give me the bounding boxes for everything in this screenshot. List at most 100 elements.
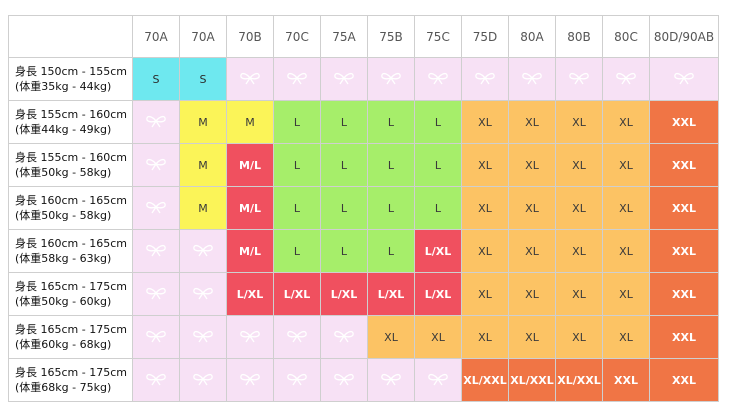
empty-size-cell	[273, 315, 321, 359]
size-cell: XL	[602, 229, 650, 273]
bow-icon	[145, 200, 167, 214]
empty-size-cell	[132, 358, 180, 402]
row-label-weight: (体重44kg - 49kg)	[15, 123, 112, 136]
size-label: XXL	[672, 373, 696, 387]
table-row: 身長 165cm - 175cm (体重60kg - 68kg) XL XL XL XL X…	[8, 315, 719, 359]
size-label: XXL	[672, 201, 696, 215]
bow-icon	[239, 71, 261, 85]
size-cell: XL/XXL	[461, 358, 509, 402]
empty-size-cell	[367, 57, 415, 101]
row-label-height: 身長 155cm - 160cm	[15, 108, 127, 121]
size-cell: M/L	[226, 186, 274, 230]
size-label: M/L	[239, 158, 261, 172]
size-cell: XL	[461, 229, 509, 273]
size-label: XL	[572, 158, 586, 172]
size-cell: XL	[508, 272, 556, 316]
bow-icon	[145, 286, 167, 300]
size-label: L	[434, 158, 442, 172]
size-cell: XXL	[649, 143, 719, 187]
size-cell: L/XL	[414, 229, 462, 273]
size-label: S	[199, 72, 207, 86]
size-label: XL	[619, 287, 633, 301]
size-label: L/XL	[424, 244, 452, 258]
row-label-height: 身長 160cm - 165cm	[15, 237, 127, 250]
table-row: 身長 155cm - 160cm (体重50kg - 58kg) M M/L L L L L X…	[8, 143, 719, 187]
bow-icon	[286, 372, 308, 386]
size-cell: XL	[508, 143, 556, 187]
corner-cell	[8, 15, 133, 58]
size-label: L	[340, 115, 348, 129]
size-label: XL	[525, 201, 539, 215]
size-label: XL	[572, 115, 586, 129]
size-cell: M/L	[226, 143, 274, 187]
size-label: L	[387, 201, 395, 215]
size-label: XL	[525, 158, 539, 172]
size-label: L	[434, 115, 442, 129]
column-header: 80B	[555, 15, 603, 58]
row-label-weight: (体重60kg - 68kg)	[15, 338, 112, 351]
table-row: 身長 165cm - 175cm (体重50kg - 60kg) L/XL L/XL L…	[8, 272, 719, 316]
size-cell: L	[273, 143, 321, 187]
row-label-height: 身長 165cm - 175cm	[15, 323, 127, 336]
size-cell: L/XL	[414, 272, 462, 316]
empty-size-cell	[555, 57, 603, 101]
size-chart-table: 70A 70A 70B 70C 75A 75B 75C 75D 80A 80B 80C 80D/90A…	[8, 15, 719, 402]
size-label: XL	[478, 201, 492, 215]
size-cell: XL	[602, 272, 650, 316]
column-header: 70C	[273, 15, 321, 58]
size-cell: XL	[555, 272, 603, 316]
size-cell: M	[179, 100, 227, 144]
size-cell: S	[132, 57, 180, 101]
size-label: M	[245, 115, 255, 129]
column-header: 80C	[602, 15, 650, 58]
empty-size-cell	[132, 229, 180, 273]
empty-size-cell	[367, 358, 415, 402]
row-label: 身長 165cm - 175cm (体重60kg - 68kg)	[8, 315, 133, 359]
size-label: M/L	[239, 201, 261, 215]
size-cell: XL/XXL	[555, 358, 603, 402]
bow-icon	[474, 71, 496, 85]
empty-size-cell	[179, 358, 227, 402]
row-label: 身長 160cm - 165cm (体重58kg - 63kg)	[8, 229, 133, 273]
size-label: S	[152, 72, 160, 86]
column-header: 75C	[414, 15, 462, 58]
row-label-height: 身長 165cm - 175cm	[15, 366, 127, 379]
size-cell: XL	[461, 315, 509, 359]
size-cell: XL	[555, 100, 603, 144]
row-label-weight: (体重50kg - 58kg)	[15, 166, 112, 179]
size-cell: L/XL	[320, 272, 368, 316]
size-label: XL	[478, 158, 492, 172]
empty-size-cell	[226, 315, 274, 359]
size-label: L	[387, 158, 395, 172]
size-cell: XL	[602, 143, 650, 187]
size-label: L/XL	[377, 287, 405, 301]
size-cell: XXL	[649, 358, 719, 402]
row-label-height: 身長 150cm - 155cm	[15, 65, 127, 78]
size-label: L/XL	[330, 287, 358, 301]
size-label: XXL	[672, 158, 696, 172]
bow-icon	[286, 71, 308, 85]
size-label: L/XL	[283, 287, 311, 301]
size-cell: L	[320, 186, 368, 230]
size-label: XL	[525, 330, 539, 344]
size-label: L	[340, 244, 348, 258]
size-label: XL	[619, 330, 633, 344]
empty-size-cell	[320, 358, 368, 402]
size-label: L	[387, 244, 395, 258]
size-cell: L	[273, 100, 321, 144]
size-cell: XL	[555, 315, 603, 359]
bow-icon	[427, 71, 449, 85]
size-label: XL/XXL	[510, 373, 554, 387]
size-label: XL	[525, 287, 539, 301]
empty-size-cell	[226, 358, 274, 402]
bow-icon	[673, 71, 695, 85]
size-cell: S	[179, 57, 227, 101]
size-cell: XL	[555, 143, 603, 187]
header-row: 70A 70A 70B 70C 75A 75B 75C 75D 80A 80B 80C 80D/90A…	[8, 15, 719, 58]
row-label: 身長 165cm - 175cm (体重50kg - 60kg)	[8, 272, 133, 316]
empty-size-cell	[132, 272, 180, 316]
size-label: XXL	[672, 115, 696, 129]
row-label: 身長 155cm - 160cm (体重44kg - 49kg)	[8, 100, 133, 144]
empty-size-cell	[320, 57, 368, 101]
empty-size-cell	[132, 315, 180, 359]
